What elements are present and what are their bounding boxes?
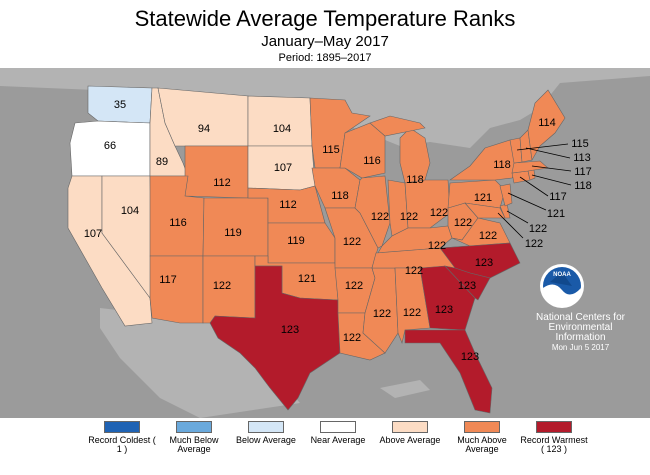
state-AZ: [149, 255, 204, 324]
rank-OH: 122: [430, 207, 448, 219]
legend-swatch: [104, 421, 140, 433]
rank-ID: 89: [156, 156, 168, 168]
rank-WI: 116: [363, 155, 381, 167]
legend-label: Much Above Average: [457, 435, 507, 454]
state-ND: [247, 95, 313, 147]
map-period: Period: 1895–2017: [278, 52, 372, 64]
rank-CT: 117: [549, 191, 567, 203]
legend-label: Near Average: [310, 435, 366, 445]
us-temperature-rank-map: 35 66 107 104 89 94 112 116 117 119 122 …: [0, 68, 650, 418]
rank-NM: 122: [213, 280, 231, 292]
rank-AL: 122: [403, 307, 421, 319]
rank-FL: 123: [461, 351, 479, 363]
legend-label: Below Average: [236, 435, 296, 445]
rank-AR: 122: [345, 280, 363, 292]
rank-MA: 117: [574, 166, 592, 178]
rank-NC: 123: [475, 257, 493, 269]
legend-swatch: [392, 421, 428, 433]
rank-VT: 115: [571, 138, 589, 150]
ncei-caption-block: National Centers for Environmental Infor…: [523, 313, 638, 353]
rank-MT: 94: [198, 123, 210, 135]
legend-swatch: [248, 421, 284, 433]
legend-swatch: [536, 421, 572, 433]
rank-TX: 123: [281, 324, 299, 336]
rank-WV: 122: [454, 217, 472, 229]
legend-label: Record Warmest ( 123 ): [520, 435, 588, 454]
noaa-logo: NOAA: [540, 264, 584, 308]
state-WY: [184, 145, 249, 199]
rank-TN: 122: [405, 265, 423, 277]
rank-SD: 107: [274, 162, 292, 174]
rank-MS: 122: [373, 308, 391, 320]
rank-NJ: 121: [547, 208, 565, 220]
rank-UT: 116: [169, 217, 187, 229]
rank-PA: 121: [474, 192, 492, 204]
state-IN: [387, 179, 409, 237]
state-NJ: [499, 183, 513, 207]
rank-KS: 119: [287, 235, 305, 247]
rank-IN: 122: [400, 211, 418, 223]
state-MT: [157, 87, 249, 147]
legend-item-much-above: Much Above Average: [446, 421, 518, 454]
rank-OK: 121: [298, 273, 316, 285]
state-FL: [404, 329, 493, 414]
legend-label: Above Average: [379, 435, 441, 445]
rank-WA: 35: [114, 99, 126, 111]
legend-item-below: Below Average: [230, 421, 302, 445]
legend-item-much-below: Much Below Average: [158, 421, 230, 454]
rank-MN: 115: [322, 144, 340, 156]
map-date: Mon Jun 5 2017: [551, 343, 610, 352]
rank-GA: 123: [435, 304, 453, 316]
rank-MD: 122: [525, 238, 543, 250]
legend-item-record-coldest: Record Coldest ( 1 ): [86, 421, 158, 454]
state-ME: [527, 89, 566, 161]
rank-WY: 112: [213, 177, 231, 189]
rank-AZ: 117: [159, 274, 177, 286]
noaa-logo-text: NOAA: [553, 272, 571, 278]
legend-item-near: Near Average: [302, 421, 374, 445]
rank-MO: 122: [343, 236, 361, 248]
rank-DE: 122: [529, 223, 547, 235]
rank-MI: 118: [406, 174, 424, 186]
rank-RI: 118: [574, 180, 592, 192]
rank-SC: 123: [458, 280, 476, 292]
rank-KY: 122: [428, 240, 446, 252]
legend-swatch: [176, 421, 212, 433]
rank-OR: 66: [104, 140, 116, 152]
state-MI-UP: [369, 115, 426, 137]
leader-lines: [497, 143, 572, 239]
map-subtitle: January–May 2017: [261, 33, 389, 50]
state-TX: [209, 265, 341, 411]
rank-CO: 119: [224, 227, 242, 239]
map-title: Statewide Average Temperature Ranks: [134, 6, 516, 31]
legend: Record Coldest ( 1 ) Much Below Average …: [0, 421, 650, 475]
rank-NV: 104: [121, 205, 139, 217]
legend-label: Record Coldest ( 1 ): [88, 435, 156, 454]
rank-NE: 112: [279, 199, 297, 211]
mexico-landmass: [100, 308, 300, 418]
rank-CA: 107: [84, 228, 102, 240]
legend-swatch: [464, 421, 500, 433]
rank-ME: 114: [538, 117, 556, 129]
rank-NY: 118: [493, 159, 511, 171]
state-GA: [419, 265, 476, 331]
rank-VA: 122: [479, 230, 497, 242]
cuba-landmass: [380, 380, 430, 398]
state-MA: [511, 160, 549, 174]
rank-IA: 118: [331, 190, 349, 202]
ncei-caption: National Centers for Environmental Infor…: [536, 312, 625, 343]
rank-NH: 113: [573, 152, 591, 164]
state-IL: [354, 175, 391, 249]
legend-item-above: Above Average: [374, 421, 446, 445]
rank-LA: 122: [343, 332, 361, 344]
legend-label: Much Below Average: [169, 435, 219, 454]
rank-ND: 104: [273, 123, 291, 135]
rank-IL: 122: [371, 211, 389, 223]
legend-item-record-warmest: Record Warmest ( 123 ): [518, 421, 590, 454]
legend-swatch: [320, 421, 356, 433]
state-SC: [444, 265, 491, 301]
